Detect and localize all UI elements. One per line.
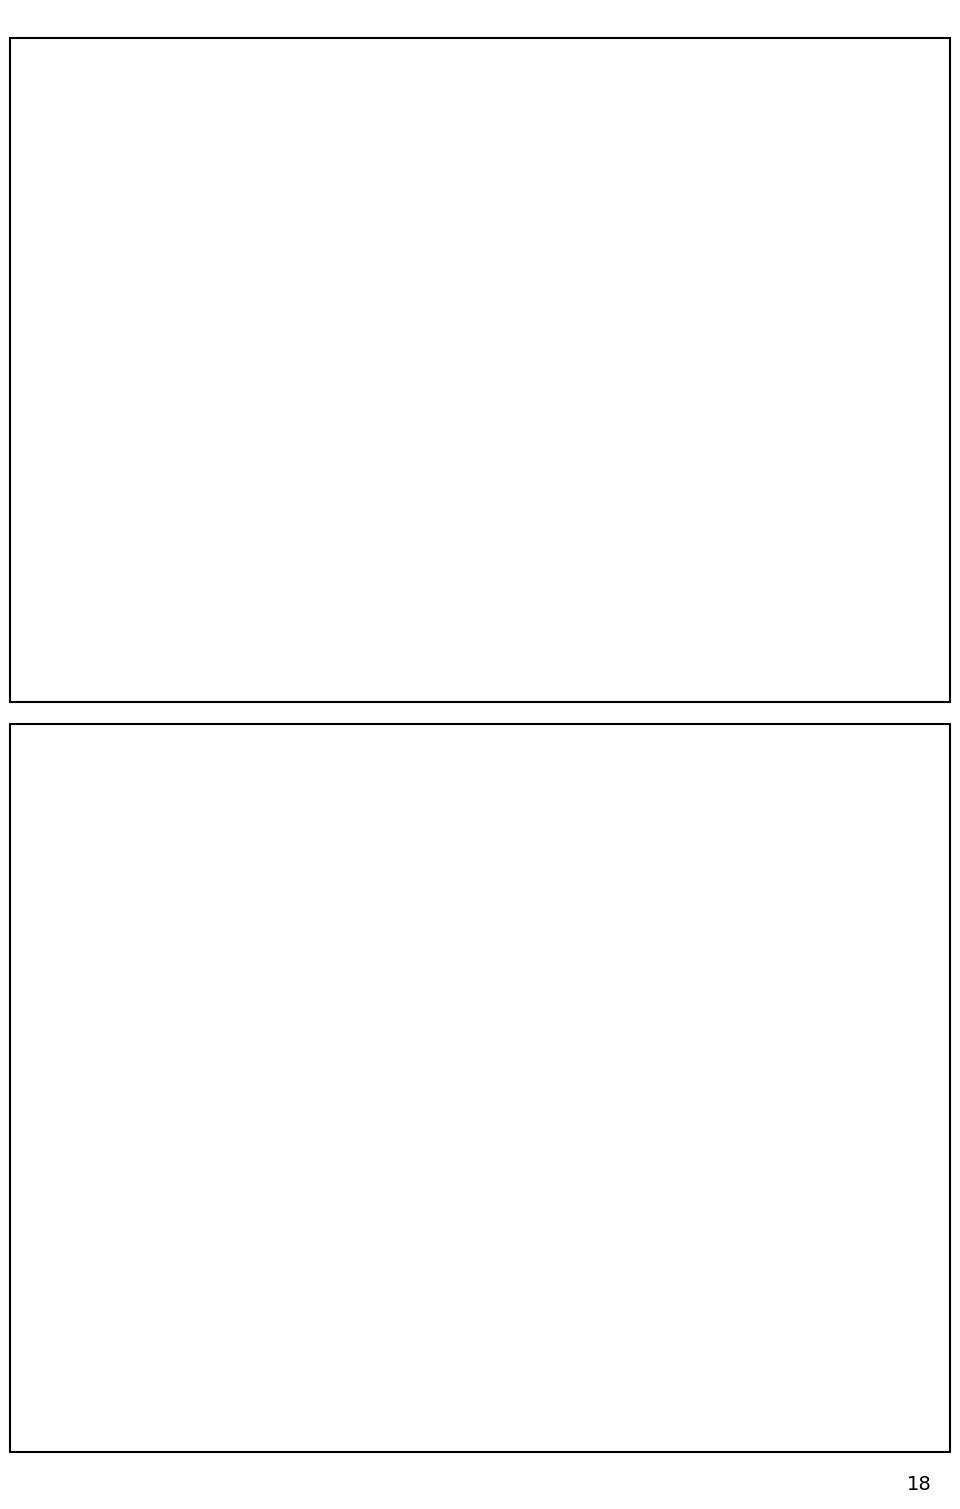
Legend: KANNABIS, AMFETAMIINIT, BUPRENORFIINI, YHTEENSÄ: KANNABIS, AMFETAMIINIT, BUPRENORFIINI, Y… [775, 887, 917, 969]
Bar [734, 1352, 751, 1406]
Bar [602, 421, 622, 664]
Bar [702, 1361, 718, 1406]
Text: ALPRATSOLAAMILÖYDÖKSET: ALPRATSOLAAMILÖYDÖKSET [125, 45, 505, 69]
Bar [896, 646, 917, 664]
Bar [112, 1290, 129, 1406]
Bar [571, 1219, 588, 1406]
Bar [837, 646, 857, 664]
Bar [464, 626, 484, 664]
Bar [817, 626, 837, 664]
Legend: Huumeiden käyttäjä, N: Huumeiden käyttäjä, N [527, 216, 700, 258]
Bar [653, 1237, 669, 1406]
Bar [308, 495, 328, 664]
Bar [210, 1228, 227, 1406]
Bar [194, 1174, 210, 1406]
Bar [346, 589, 367, 664]
Bar [325, 942, 342, 1406]
Bar [309, 1219, 325, 1406]
Bar [699, 626, 719, 664]
Bar [367, 383, 387, 664]
Bar [276, 1219, 293, 1406]
Bar [899, 1397, 915, 1406]
Bar [227, 1165, 244, 1406]
Bar [456, 1361, 472, 1406]
Bar [132, 589, 152, 664]
Bar [876, 646, 896, 664]
Text: 18: 18 [906, 1474, 931, 1494]
Bar [161, 1281, 178, 1406]
Bar [287, 552, 308, 664]
Bar [718, 1388, 734, 1406]
Bar [539, 1335, 555, 1406]
Bar [293, 1335, 309, 1406]
Bar [391, 1308, 407, 1406]
Bar [407, 1076, 423, 1406]
Bar [170, 383, 190, 664]
Bar [660, 608, 682, 664]
Bar [719, 626, 740, 664]
Bar [249, 383, 270, 664]
Bar [374, 1326, 391, 1406]
Bar [555, 1335, 571, 1406]
Bar [484, 459, 505, 664]
Bar [425, 421, 446, 664]
Bar [581, 439, 602, 664]
Bar [145, 1352, 161, 1406]
Bar [779, 626, 799, 664]
Text: HUUMAUSAINELÖYDÖKSET VUONNA 2006: HUUMAUSAINELÖYDÖKSET VUONNA 2006 [125, 732, 679, 756]
Bar [472, 1335, 489, 1406]
Bar [110, 589, 132, 664]
Bar [129, 1352, 145, 1406]
Bar [244, 1281, 260, 1406]
Bar [543, 439, 564, 664]
Bar [358, 1299, 374, 1406]
Bar [440, 1317, 456, 1406]
Bar [685, 1379, 702, 1406]
Text: IKÄJAKAUMAT: IKÄJAKAUMAT [125, 810, 308, 839]
Bar [620, 1370, 636, 1406]
Bar [489, 1174, 505, 1406]
Bar [767, 1397, 783, 1406]
Bar [866, 1388, 882, 1406]
Bar [636, 1361, 653, 1406]
Bar [228, 421, 249, 664]
Bar [604, 1370, 620, 1406]
Bar [405, 589, 425, 664]
Bar [522, 439, 543, 664]
Bar [190, 234, 210, 664]
Bar [522, 1317, 539, 1406]
Bar [817, 1352, 833, 1406]
Text: IKÄRYHMITTÄIN VUONNA 2007: IKÄRYHMITTÄIN VUONNA 2007 [125, 124, 532, 148]
